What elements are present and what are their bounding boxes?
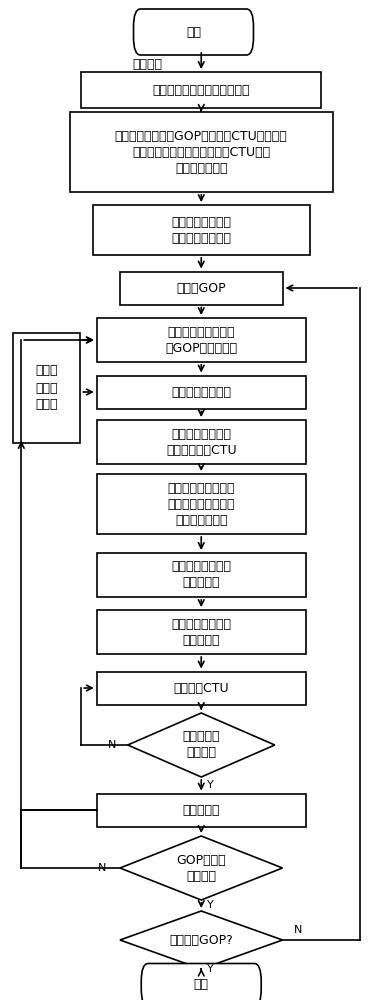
FancyBboxPatch shape <box>70 112 333 192</box>
FancyBboxPatch shape <box>93 205 310 255</box>
Text: 确定两个编码单元
层数的位置: 确定两个编码单元 层数的位置 <box>171 617 231 647</box>
FancyBboxPatch shape <box>97 794 306 826</box>
FancyBboxPatch shape <box>134 9 253 55</box>
FancyBboxPatch shape <box>97 375 306 408</box>
Polygon shape <box>120 911 283 969</box>
Polygon shape <box>120 836 283 900</box>
Text: 开始: 开始 <box>186 25 201 38</box>
FancyBboxPatch shape <box>120 271 283 304</box>
Text: 编码并统计第一个GOP中的各个CTU层次的复
杂度和总的复杂度，计算各个CTU层次
的复杂度的比值: 编码并统计第一个GOP中的各个CTU层次的复 杂度和总的复杂度，计算各个CTU层… <box>115 129 288 174</box>
FancyBboxPatch shape <box>97 672 306 704</box>
Text: 确定两个编码单元
层数的个数: 确定两个编码单元 层数的个数 <box>171 560 231 589</box>
Text: 计算不同编码单元
层次组合的门限值: 计算不同编码单元 层次组合的门限值 <box>171 216 231 244</box>
Text: Y: Y <box>207 900 214 910</box>
Text: 每帧实际的复杂度: 每帧实际的复杂度 <box>171 385 231 398</box>
Text: 更新复杂度: 更新复杂度 <box>183 804 220 816</box>
Text: GOP里面最
后一帧？: GOP里面最 后一帧？ <box>176 854 226 882</box>
Text: 结束: 结束 <box>194 978 209 992</box>
FancyBboxPatch shape <box>97 318 306 362</box>
Text: 下一个GOP: 下一个GOP <box>176 282 226 294</box>
FancyBboxPatch shape <box>97 553 306 597</box>
Text: 针对分配到的复杂度
选择连续的两个编码
单元层次的层数: 针对分配到的复杂度 选择连续的两个编码 单元层次的层数 <box>168 482 235 526</box>
Text: N: N <box>294 925 302 935</box>
Text: 编码一个CTU: 编码一个CTU <box>173 682 229 694</box>
Text: 每一帧
剩余的
复杂度: 每一帧 剩余的 复杂度 <box>35 364 58 412</box>
Text: 视频序列: 视频序列 <box>132 58 162 72</box>
Text: N: N <box>98 863 107 873</box>
FancyBboxPatch shape <box>97 474 306 534</box>
Text: 设定视频编码目标复杂度系数: 设定视频编码目标复杂度系数 <box>152 84 250 97</box>
FancyBboxPatch shape <box>81 72 321 108</box>
FancyBboxPatch shape <box>97 420 306 464</box>
FancyBboxPatch shape <box>97 610 306 654</box>
FancyBboxPatch shape <box>12 333 80 443</box>
Text: N: N <box>108 740 116 750</box>
Text: 平均分配目标复杂度
到GOP里面每一帧: 平均分配目标复杂度 到GOP里面每一帧 <box>165 326 237 355</box>
Text: 平均分配复杂度到
每个编码单元CTU: 平均分配复杂度到 每个编码单元CTU <box>166 428 236 456</box>
FancyBboxPatch shape <box>141 964 261 1000</box>
Text: 最后一个GOP?: 最后一个GOP? <box>170 934 233 946</box>
Polygon shape <box>128 713 275 777</box>
Text: Y: Y <box>207 964 214 974</box>
Text: Y: Y <box>207 780 214 790</box>
Text: 最后一个编
码单元？: 最后一个编 码单元？ <box>183 730 220 760</box>
